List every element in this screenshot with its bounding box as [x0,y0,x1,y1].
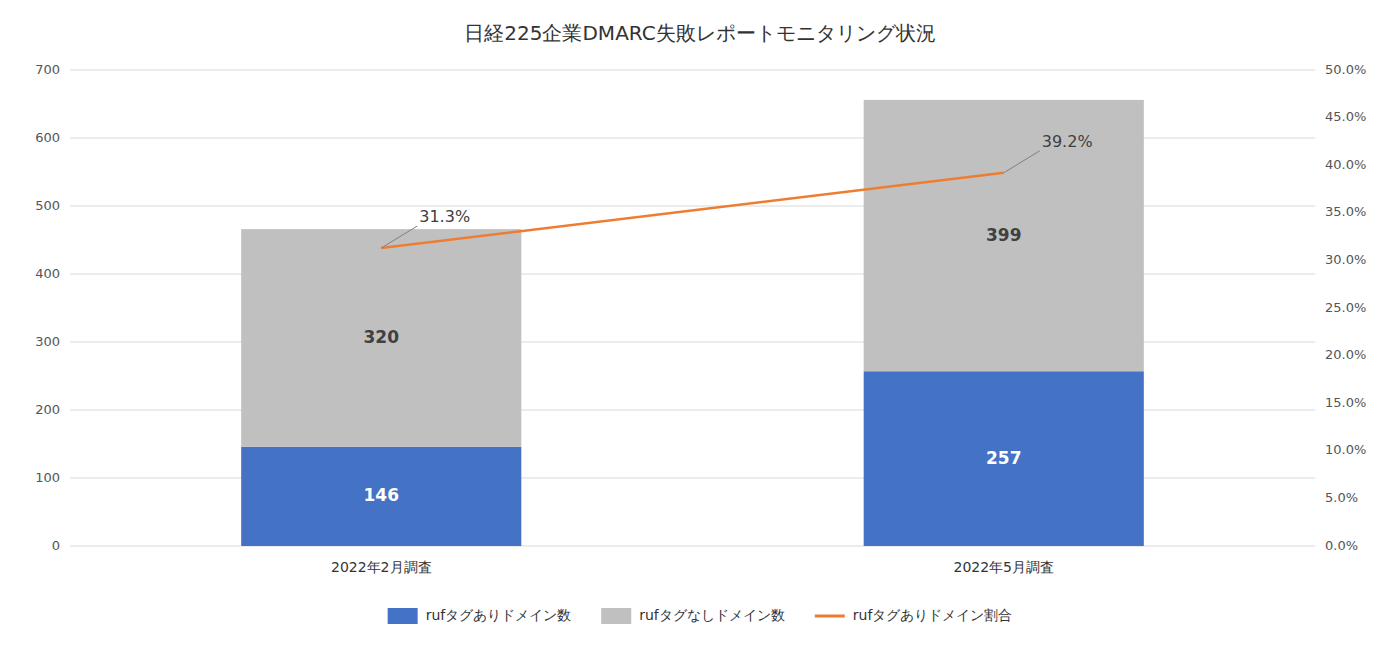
data-labels: 146 257 320 399 31.3% 39.2% [364,132,1093,506]
y2-tick-label: 40.0% [1325,157,1366,172]
legend-label: rufタグなしドメイン数 [639,607,785,623]
title: 日経225企業DMARC失敗レポートモニタリング状況 [464,21,935,45]
y-tick-label: 0 [52,538,60,553]
line-label: 39.2% [1042,132,1093,151]
legend-key [601,608,631,624]
bar [864,100,1144,371]
legend: rufタグありドメイン数 rufタグなしドメイン数 rufタグありドメイン割合 [388,607,1013,624]
chart: 日経225企業DMARC失敗レポートモニタリング状況 0 100 200 300 400 5… [0,0,1400,656]
bar [241,229,521,447]
plot-area [241,100,1144,546]
y-tick-label: 100 [35,470,60,485]
y2-tick-label: 45.0% [1325,109,1366,124]
y2-tick-label: 35.0% [1325,204,1366,219]
y-tick-label: 400 [35,266,60,281]
legend-item: rufタグありドメイン割合 [815,607,1013,623]
y2-tick-label: 30.0% [1325,252,1366,267]
legend-label: rufタグありドメイン数 [426,607,572,623]
data-label: 257 [986,448,1022,468]
data-label: 399 [986,225,1022,245]
y-tick-label: 500 [35,198,60,213]
y2-tick-label: 25.0% [1325,300,1366,315]
legend-key [388,608,418,624]
legend-item: rufタグありドメイン数 [388,607,572,624]
y-tick-label: 700 [35,62,60,77]
line [381,173,1004,248]
y2-tick-label: 50.0% [1325,62,1366,77]
y2-tick-label: 0.0% [1325,538,1358,553]
legend-label: rufタグありドメイン割合 [853,607,1013,623]
leader-line [381,226,417,248]
legend-item: rufタグなしドメイン数 [601,607,785,624]
bar [241,447,521,546]
line-label: 31.3% [419,207,470,226]
x-tick-label: 2022年5月調査 [953,559,1054,575]
data-label: 146 [364,485,400,505]
x-tick-label: 2022年2月調査 [331,559,432,575]
legend-key [815,615,845,618]
y-tick-label: 200 [35,402,60,417]
data-label: 320 [364,327,400,347]
leader-line [1004,151,1040,173]
grid-line [70,70,1315,71]
y2-tick-label: 20.0% [1325,347,1366,362]
y2-tick-label: 15.0% [1325,395,1366,410]
y-tick-label: 300 [35,334,60,349]
bar [864,371,1144,546]
y-tick-label: 600 [35,130,60,145]
grid [70,70,1315,546]
y2-tick-label: 5.0% [1325,490,1358,505]
y2-tick-label: 10.0% [1325,442,1366,457]
